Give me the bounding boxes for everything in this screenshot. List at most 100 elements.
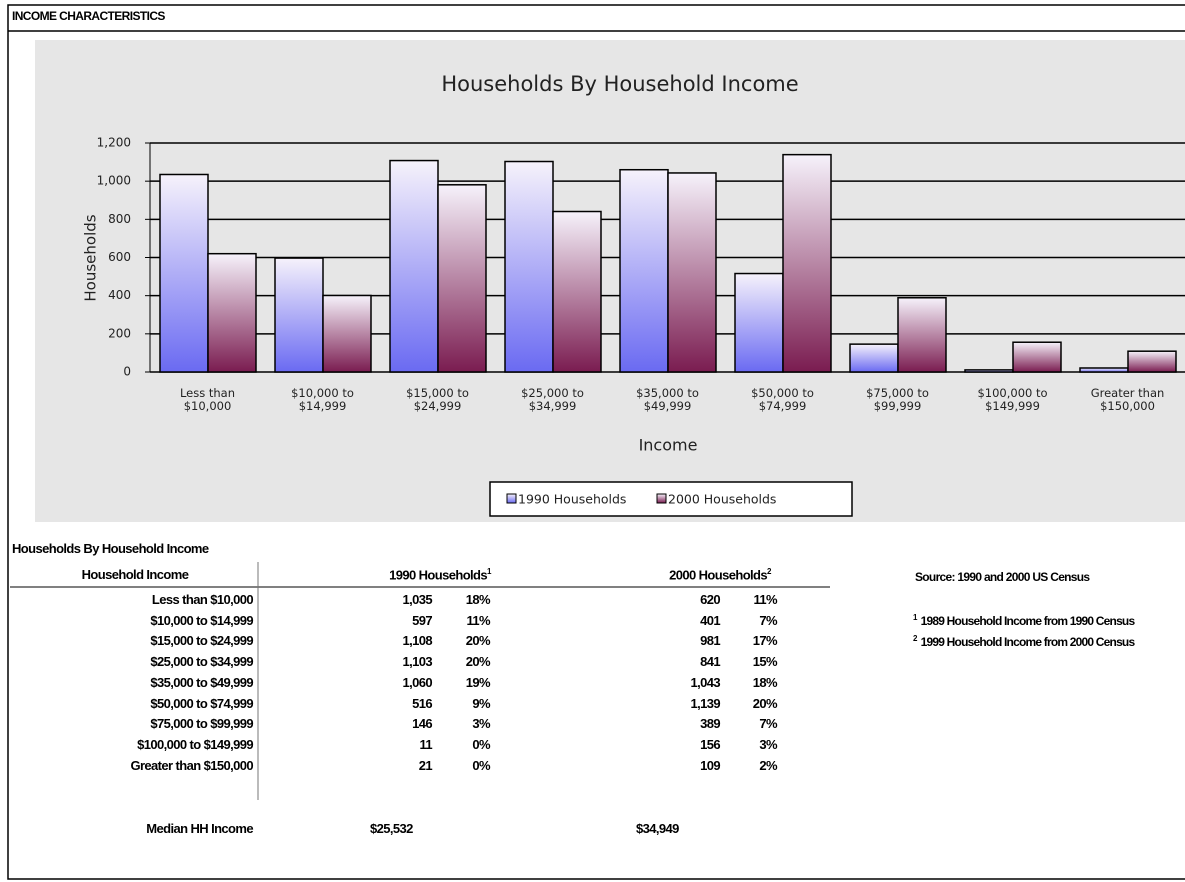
column-note: 2	[767, 567, 771, 576]
bar	[552, 210, 602, 373]
page-border	[7, 4, 1185, 880]
bar	[782, 153, 832, 373]
column-note: 1	[487, 567, 491, 576]
footnote-text: 1989 Household Income from 1990 Census	[920, 614, 1135, 628]
cell: 401	[700, 612, 720, 628]
source: Source: 1990 and 2000 US Census	[915, 570, 1090, 584]
cell: 20%	[465, 654, 491, 670]
cell: 21	[418, 757, 433, 773]
legend-box	[489, 481, 853, 517]
table-title: Households By Household Income	[12, 541, 209, 556]
bar	[322, 294, 372, 373]
cell: 1,043	[690, 674, 720, 690]
x-tick-label: $75,000 to $99,999	[866, 386, 929, 413]
median-value: $25,532	[370, 821, 413, 836]
bar	[734, 272, 784, 373]
cell: 620	[700, 592, 720, 607]
x-tick-label: Greater than $150,000	[1090, 386, 1165, 413]
bar	[667, 172, 717, 373]
x-tick-label: $50,000 to $74,999	[751, 386, 814, 413]
x-tick-label: $35,000 to $49,999	[636, 386, 699, 413]
column-label: 1990 Households	[389, 567, 488, 583]
cell: 20%	[465, 633, 491, 649]
legend-swatch	[506, 493, 517, 504]
bar	[504, 160, 554, 373]
cell: 11%	[466, 612, 490, 628]
footnote-text: 1999 Household Income from 2000 Census	[920, 635, 1135, 649]
row-label: $10,000 to $14,999	[150, 612, 253, 628]
x-tick-label: $15,000 to $24,999	[406, 386, 469, 413]
footnote: 1 1989 Household Income from 1990 Census	[913, 613, 1135, 628]
bar	[274, 257, 324, 373]
cell: 389	[700, 716, 720, 732]
column-header: 1990 Households1	[389, 567, 491, 582]
bar	[159, 173, 209, 373]
bar	[849, 343, 899, 373]
cell: 1,108	[402, 633, 432, 649]
bar	[897, 297, 947, 373]
footnote-mark: 2	[913, 634, 917, 643]
cell: 1,139	[690, 695, 720, 711]
y-tick-label: 200	[108, 326, 131, 340]
cell: 109	[700, 757, 720, 773]
cell: 7%	[759, 612, 777, 628]
cell: 18%	[752, 674, 778, 690]
x-tick-label: $10,000 to $14,999	[291, 386, 354, 413]
y-tick-label: 800	[108, 212, 131, 226]
bar	[964, 369, 1014, 373]
row-label: Greater than $150,000	[130, 757, 253, 773]
cell: 0%	[472, 736, 490, 752]
row-label: $100,000 to $149,999	[137, 736, 254, 752]
cell: 7%	[759, 716, 777, 732]
bar	[1127, 350, 1177, 373]
x-tick-label: $100,000 to $149,999	[977, 386, 1048, 413]
row-label: $35,000 to $49,999	[150, 674, 253, 690]
cell: 17%	[752, 633, 778, 649]
cell: 20%	[752, 695, 778, 711]
bar	[619, 168, 669, 373]
row-label: Less than $10,000	[151, 592, 254, 607]
y-tick-label: 600	[108, 250, 131, 264]
bar	[1012, 341, 1062, 373]
x-tick-label: Less than $10,000	[179, 386, 236, 413]
cell: 0%	[472, 757, 490, 773]
cell: 1,103	[402, 654, 432, 670]
cell: 841	[700, 654, 720, 670]
cell: 15%	[752, 654, 778, 670]
y-axis-label: Households	[82, 214, 100, 301]
cell: 597	[412, 612, 432, 628]
x-axis-label: Income	[639, 436, 698, 455]
cell: 156	[700, 736, 720, 752]
bar	[437, 184, 487, 373]
cell: 146	[412, 716, 432, 732]
cell: 516	[412, 695, 432, 711]
cell: 3%	[472, 716, 490, 732]
footnote-mark: 1	[913, 613, 917, 622]
chart-title: Households By Household Income	[441, 72, 798, 96]
legend-label: 1990 Households	[518, 492, 626, 507]
bar	[207, 252, 257, 373]
legend-swatch	[656, 493, 667, 504]
row-label: $50,000 to $74,999	[150, 695, 253, 711]
cell: 1,035	[402, 592, 432, 607]
column-label: 2000 Households	[669, 567, 768, 583]
y-tick-label: 400	[108, 288, 131, 302]
cell: 9%	[472, 695, 490, 711]
column-label: Household Income	[81, 567, 189, 582]
median-value: $34,949	[636, 821, 679, 836]
bar	[389, 159, 439, 373]
cell: 19%	[465, 674, 491, 690]
footnote: 2 1999 Household Income from 2000 Census	[913, 634, 1135, 649]
row-label: $15,000 to $24,999	[150, 633, 253, 649]
cell: 1,060	[402, 674, 432, 690]
cell: 18%	[465, 592, 491, 607]
column-header: Household Income	[82, 567, 189, 582]
cell: 981	[700, 633, 720, 649]
cell: 11%	[753, 592, 777, 607]
legend-label: 2000 Households	[668, 492, 776, 507]
header-title: INCOME CHARACTERISTICS	[12, 9, 165, 23]
x-tick-label: $25,000 to $34,999	[521, 386, 584, 413]
y-tick-label: 1,200	[97, 136, 131, 150]
